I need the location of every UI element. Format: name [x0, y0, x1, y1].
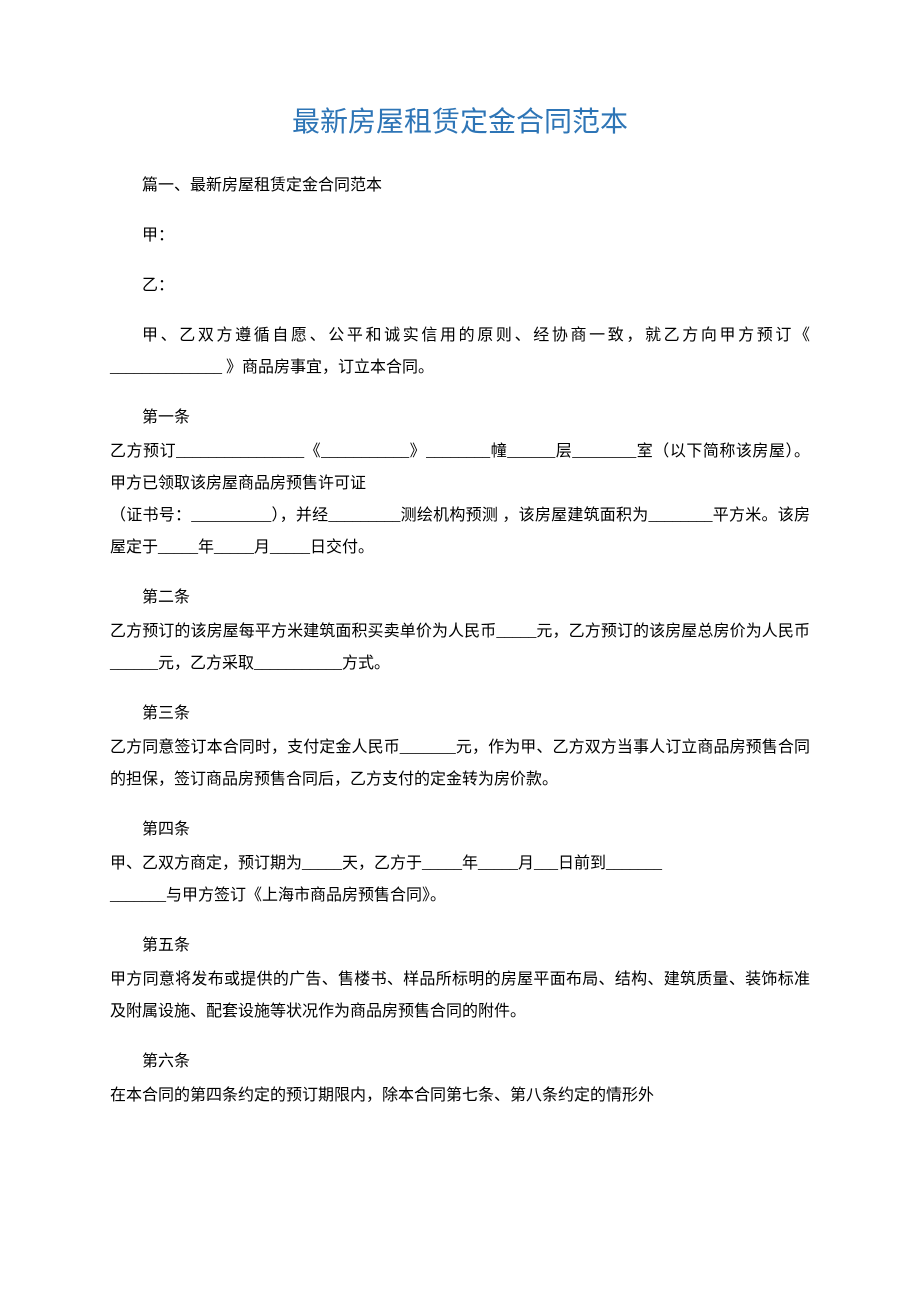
article-2-label: 第二条 [110, 582, 810, 614]
article-5-body: 甲方同意将发布或提供的广告、售楼书、样品所标明的房屋平面布局、结构、建筑质量、装… [110, 964, 810, 1028]
article-3-body: 乙方同意签订本合同时，支付定金人民币_______元，作为甲、乙方双方当事人订立… [110, 732, 810, 796]
article-6-body: 在本合同的第四条约定的预订期限内，除本合同第七条、第八条约定的情形外 [110, 1080, 810, 1112]
article-1-label: 第一条 [110, 402, 810, 434]
party-b-line: 乙： [110, 270, 810, 302]
intro-section: 篇一、最新房屋租赁定金合同范本 [110, 170, 810, 202]
article-4-label: 第四条 [110, 814, 810, 846]
article-2-body: 乙方预订的该房屋每平方米建筑面积买卖单价为人民币_____元，乙方预订的该房屋总… [110, 616, 810, 680]
article-3-label: 第三条 [110, 698, 810, 730]
article-6-label: 第六条 [110, 1046, 810, 1078]
article-5-label: 第五条 [110, 930, 810, 962]
document-title: 最新房屋租赁定金合同范本 [110, 100, 810, 140]
preamble: 甲、乙双方遵循自愿、公平和诚实信用的原则、经协商一致，就乙方向甲方预订《 ___… [110, 320, 810, 384]
article-4-body: 甲、乙双方商定，预订期为_____天，乙方于_____年_____月___日前到… [110, 848, 810, 912]
article-1-body: 乙方预订________________《___________》_______… [110, 436, 810, 564]
party-a-line: 甲： [110, 220, 810, 252]
